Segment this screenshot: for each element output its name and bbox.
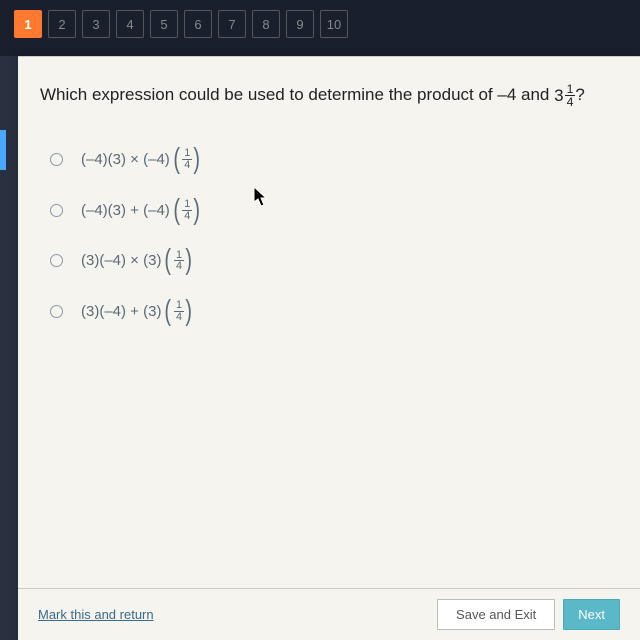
radio-icon[interactable] [50,305,63,318]
right-paren: ) [185,303,192,320]
question-panel: Which expression could be used to determ… [18,56,640,640]
nav-question-4[interactable]: 4 [116,10,144,38]
fraction-numerator: 1 [565,83,576,96]
paren-fraction: (14) [172,148,202,171]
option-expression: (–4)(3) × (–4)(14) [81,148,202,171]
fraction: 14 [182,199,192,222]
bottom-bar: Mark this and return Save and Exit Next [18,588,640,640]
left-paren: ( [165,303,172,320]
question-prefix: Which expression could be used to determ… [40,85,554,104]
left-rail-marker [0,130,6,170]
paren-fraction: (14) [163,300,193,323]
right-paren: ) [185,252,192,269]
question-suffix: ? [575,85,584,104]
left-paren: ( [173,202,180,219]
option-2[interactable]: (–4)(3) + (–4)(14) [50,199,618,222]
mixed-fraction: 3 1 4 [554,83,575,108]
nav-question-8[interactable]: 8 [252,10,280,38]
nav-question-3[interactable]: 3 [82,10,110,38]
fraction-denominator: 4 [174,261,184,272]
next-button[interactable]: Next [563,599,620,630]
mixed-whole: 3 [554,84,563,108]
option-expression: (–4)(3) + (–4)(14) [81,199,202,222]
left-paren: ( [165,252,172,269]
nav-question-9[interactable]: 9 [286,10,314,38]
radio-icon[interactable] [50,254,63,267]
fraction-denominator: 4 [565,96,576,108]
nav-question-1[interactable]: 1 [14,10,42,38]
fraction: 1 4 [565,83,576,108]
right-paren: ) [194,151,201,168]
expr-left: (–4)(3) × (–4) [81,151,170,168]
paren-fraction: (14) [172,199,202,222]
option-3[interactable]: (3)(–4) × (3)(14) [50,250,618,273]
answer-options: (–4)(3) × (–4)(14)(–4)(3) + (–4)(14)(3)(… [50,148,618,322]
nav-question-5[interactable]: 5 [150,10,178,38]
expr-left: (3)(–4) × (3) [81,252,161,269]
fraction-denominator: 4 [182,160,192,171]
nav-question-2[interactable]: 2 [48,10,76,38]
option-expression: (3)(–4) + (3)(14) [81,300,193,323]
nav-question-10[interactable]: 10 [320,10,348,38]
expr-left: (–4)(3) + (–4) [81,202,170,219]
fraction: 14 [182,148,192,171]
option-1[interactable]: (–4)(3) × (–4)(14) [50,148,618,171]
option-expression: (3)(–4) × (3)(14) [81,250,193,273]
save-exit-button[interactable]: Save and Exit [437,599,555,630]
nav-question-7[interactable]: 7 [218,10,246,38]
fraction: 14 [174,250,184,273]
nav-question-6[interactable]: 6 [184,10,212,38]
right-paren: ) [194,202,201,219]
mark-return-link[interactable]: Mark this and return [38,607,429,622]
left-paren: ( [173,151,180,168]
paren-fraction: (14) [163,250,193,273]
question-text: Which expression could be used to determ… [40,83,618,108]
fraction-denominator: 4 [182,211,192,222]
option-4[interactable]: (3)(–4) + (3)(14) [50,300,618,323]
fraction: 14 [174,300,184,323]
question-nav: 12345678910 [0,0,640,48]
expr-left: (3)(–4) + (3) [81,303,161,320]
fraction-denominator: 4 [174,312,184,323]
radio-icon[interactable] [50,153,63,166]
radio-icon[interactable] [50,204,63,217]
